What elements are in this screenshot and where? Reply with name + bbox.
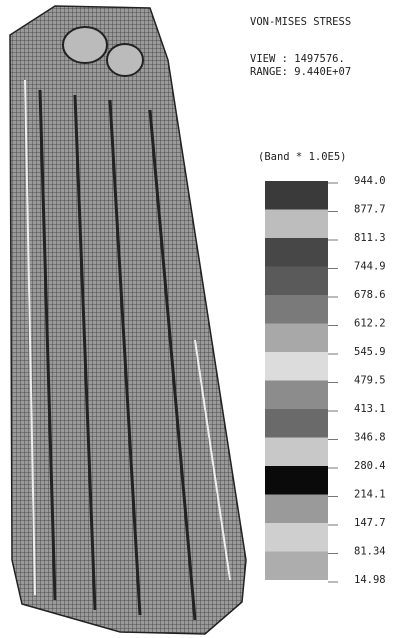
range-info: RANGE: 9.440E+07: [250, 66, 351, 78]
legend-label: 14.98: [354, 574, 386, 586]
model-mesh: [10, 6, 246, 634]
legend-band: [265, 381, 328, 410]
legend-band: [265, 409, 328, 438]
legend-band: [265, 295, 328, 324]
legend-label: 612.2: [354, 318, 386, 330]
legend-band: [265, 181, 328, 210]
legend-label: 877.7: [354, 204, 386, 216]
legend-band: [265, 552, 328, 581]
legend-label: 81.34: [354, 546, 386, 558]
legend-band: [265, 238, 328, 267]
legend-label: 280.4: [354, 460, 386, 472]
screenshot: VON-MISES STRESS VIEW : 1497576. RANGE: …: [0, 0, 401, 638]
legend-label: 744.9: [354, 261, 386, 273]
legend-band: [265, 324, 328, 353]
legend-band: [265, 352, 328, 381]
legend-band: [265, 267, 328, 296]
legend-label: 147.7: [354, 517, 386, 529]
legend-band: [265, 210, 328, 239]
legend-label: 545.9: [354, 346, 386, 358]
legend-caption: (Band * 1.0E5): [258, 151, 347, 163]
title: VON-MISES STRESS: [250, 16, 351, 28]
legend-band: [265, 466, 328, 495]
legend-band: [265, 523, 328, 552]
legend-label: 346.8: [354, 432, 386, 444]
legend-label: 413.1: [354, 403, 386, 415]
legend-label: 214.1: [354, 489, 386, 501]
legend-label: 479.5: [354, 375, 386, 387]
legend-band: [265, 438, 328, 467]
legend-label: 678.6: [354, 289, 386, 301]
legend-label: 944.0: [354, 175, 386, 187]
legend-label: 811.3: [354, 232, 386, 244]
legend-band: [265, 495, 328, 524]
view-info: VIEW : 1497576.: [250, 53, 345, 65]
